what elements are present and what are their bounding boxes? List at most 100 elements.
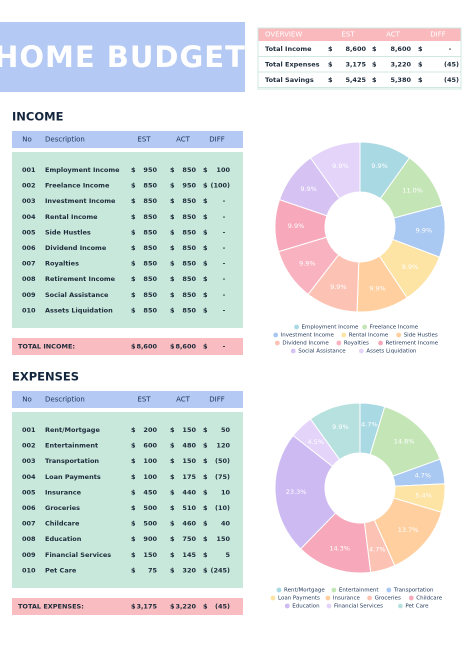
cell-text: 460	[182, 520, 196, 528]
cell-text: $	[170, 306, 175, 314]
total-label: TOTAL EXPENSES:	[18, 603, 84, 611]
cell-text: 10	[221, 488, 231, 496]
legend-label: Rent/Mortgage	[284, 588, 325, 594]
cell-text: -	[223, 197, 226, 205]
cell-text: 8,600	[345, 45, 366, 53]
cell-text: $	[203, 488, 208, 496]
cell-text: (245)	[210, 566, 230, 574]
table-header: Description	[45, 136, 85, 144]
cell-text: $	[203, 442, 208, 450]
cell-text: Assets Liquidation	[45, 306, 113, 314]
slice-label: 4.7%	[369, 546, 386, 554]
cell-text: -	[223, 291, 226, 299]
cell-text: 480	[182, 442, 196, 450]
cell-text: $	[203, 457, 208, 465]
cell-text: $	[131, 275, 136, 283]
legend-label: Side Hustles	[404, 333, 438, 339]
cell-text: $	[328, 61, 333, 69]
legend-swatch	[294, 324, 299, 330]
cell-text: $	[203, 504, 208, 512]
cell-text: $	[131, 213, 136, 221]
slice-label: 9.9%	[299, 259, 316, 267]
total-label: TOTAL INCOME:	[18, 343, 75, 351]
cell-text: 750	[182, 535, 196, 543]
slice-label: 9.9%	[416, 226, 433, 234]
table-header-bg	[12, 131, 243, 148]
donut-slice	[274, 434, 337, 550]
legend-label: Investment Income	[281, 333, 335, 339]
cell-text: 003	[22, 197, 36, 205]
cell-text: 950	[143, 166, 157, 174]
cell-text: $	[170, 566, 175, 574]
cell-text: 006	[22, 504, 36, 512]
slice-label: 4.7%	[361, 421, 378, 429]
slice-label: 9.9%	[371, 162, 388, 170]
cell-text: Investment Income	[45, 197, 116, 205]
cell-text: 510	[182, 504, 196, 512]
legend-label: Rental Income	[349, 333, 389, 339]
cell-text: 002	[22, 442, 36, 450]
cell-text: $	[328, 76, 333, 84]
title-banner	[0, 22, 245, 92]
cell-text: 500	[143, 504, 157, 512]
legend-swatch	[276, 587, 282, 593]
cell-text: 8,600	[390, 45, 411, 53]
legend-swatch	[367, 595, 372, 601]
cell-text: Retirement Income	[45, 275, 116, 283]
cell-text: 850	[182, 260, 196, 268]
cell-text: Transportation	[45, 457, 99, 465]
cell-text: $	[170, 213, 175, 221]
cell-text: Education	[45, 535, 82, 543]
cell-text: $	[131, 457, 136, 465]
legend-label: Insurance	[333, 596, 361, 602]
legend-label: Groceries	[375, 596, 401, 602]
cell-text: $	[372, 45, 377, 53]
cell-text: -	[223, 343, 226, 351]
cell-text: $	[372, 76, 377, 84]
cell-text: Employment Income	[45, 166, 120, 174]
slice-label: 9.9%	[288, 222, 305, 230]
slice-label: 9.9%	[332, 423, 349, 431]
cell-text: $	[170, 228, 175, 236]
cell-text: Insurance	[45, 488, 82, 496]
cell-text: $	[131, 291, 136, 299]
table-header: DIFF	[209, 136, 225, 144]
overview-header: EST	[341, 31, 355, 39]
total-bg	[12, 598, 243, 615]
cell-text: $	[170, 603, 175, 611]
cell-text: $	[203, 343, 208, 351]
slice-label: 9.9%	[332, 162, 349, 170]
cell-text: $	[131, 603, 136, 611]
table-body-bg	[12, 412, 243, 588]
overview-header-bg	[258, 28, 461, 41]
cell-text: $	[131, 166, 136, 174]
cell-text: 440	[182, 488, 196, 496]
cell-text: 008	[22, 535, 36, 543]
cell-text: (45)	[215, 603, 230, 611]
cell-text: 500	[143, 520, 157, 528]
cell-text: $	[203, 275, 208, 283]
cell-text: 5,425	[345, 76, 366, 84]
legend-swatch	[397, 603, 403, 609]
cell-text: Total Income	[265, 45, 312, 53]
table-header: ACT	[176, 136, 191, 144]
legend-swatch	[386, 587, 392, 593]
cell-text: $	[203, 166, 208, 174]
cell-text: $	[131, 260, 136, 268]
cell-text: $	[170, 551, 175, 559]
legend-swatch	[270, 595, 276, 601]
cell-text: 145	[182, 551, 196, 559]
cell-text: 600	[143, 442, 157, 450]
legend-label: Pet Care	[405, 604, 429, 610]
cell-text: $	[203, 228, 208, 236]
table-header: EST	[137, 136, 151, 144]
cell-text: 850	[182, 244, 196, 252]
cell-text: $	[372, 61, 377, 69]
cell-text: 150	[143, 551, 157, 559]
cell-text: Groceries	[45, 504, 80, 512]
slice-label: 5.4%	[415, 492, 432, 500]
cell-text: $	[170, 535, 175, 543]
cell-text: $	[203, 603, 208, 611]
legend-label: Freelance Income	[370, 325, 419, 331]
legend-label: Financial Services	[334, 604, 383, 610]
